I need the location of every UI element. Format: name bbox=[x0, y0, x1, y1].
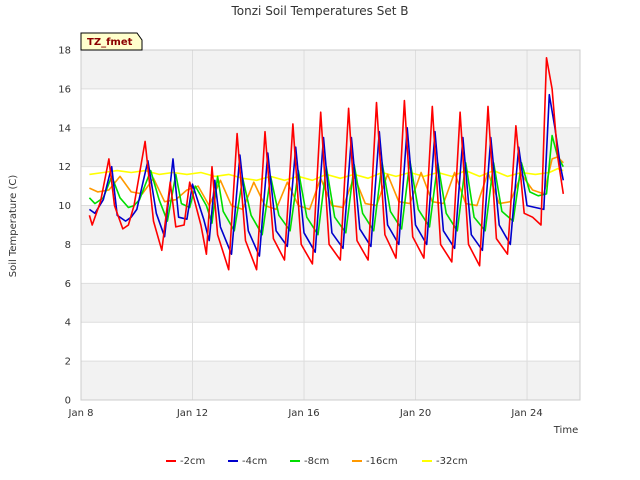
legend-label: -16cm bbox=[366, 456, 398, 467]
x-axis-label: Time bbox=[553, 425, 578, 436]
x-tick-label: Jan 16 bbox=[287, 408, 319, 419]
series-line-minus-8cm bbox=[88, 134, 564, 236]
y-tick-label: 4 bbox=[65, 318, 71, 329]
y-tick-label: 16 bbox=[58, 84, 71, 95]
legend-label: -32cm bbox=[436, 456, 468, 467]
badge-box bbox=[80, 32, 143, 51]
badge-label: TZ_fmet bbox=[87, 37, 133, 48]
series-lines bbox=[88, 56, 565, 271]
plot-band bbox=[81, 283, 580, 323]
plot-area bbox=[81, 50, 580, 400]
legend-label: -4cm bbox=[242, 456, 267, 467]
y-tick-label: 6 bbox=[65, 279, 71, 290]
y-tick-label: 10 bbox=[58, 201, 71, 212]
series-line-minus-2cm bbox=[88, 56, 565, 271]
x-tick-label: Jan 24 bbox=[510, 408, 542, 419]
y-tick-label: 8 bbox=[65, 240, 71, 251]
y-axis-label: Soil Temperature (C) bbox=[8, 175, 19, 278]
series-line-minus-32cm bbox=[89, 167, 564, 182]
x-tick-label: Jan 8 bbox=[68, 408, 94, 419]
y-tick-label: 2 bbox=[65, 357, 71, 368]
plot-band bbox=[81, 127, 580, 167]
x-tick-label: Jan 20 bbox=[399, 408, 431, 419]
legend-label: -2cm bbox=[180, 456, 205, 467]
plot-band bbox=[81, 50, 580, 89]
y-tick-label: 18 bbox=[58, 46, 71, 57]
x-tick-label: Jan 12 bbox=[176, 408, 208, 419]
legend: -2cm -4cm -8cm -16cm -32cm bbox=[166, 456, 468, 467]
plot-band bbox=[81, 361, 580, 400]
plot-frame bbox=[80, 49, 581, 401]
chart-title: Tonzi Soil Temperatures Set B bbox=[231, 4, 409, 18]
series-line-minus-4cm bbox=[88, 93, 565, 257]
y-axis-ticks: 0 2 4 6 8 10 12 14 16 18 bbox=[58, 46, 71, 407]
legend-label: -8cm bbox=[304, 456, 329, 467]
y-tick-label: 12 bbox=[58, 162, 71, 173]
x-axis-ticks: Jan 8 Jan 12 Jan 16 Jan 20 Jan 24 bbox=[68, 408, 543, 419]
y-tick-label: 0 bbox=[65, 396, 71, 407]
tz-fmet-badge: TZ_fmet bbox=[80, 32, 143, 51]
y-tick-label: 14 bbox=[58, 123, 71, 134]
